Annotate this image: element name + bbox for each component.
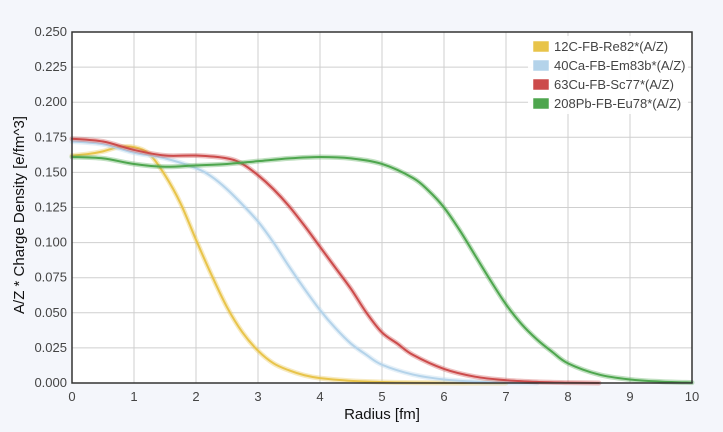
series-line-0 bbox=[71, 145, 507, 385]
legend-swatch-2 bbox=[532, 78, 550, 91]
y-tick-label: 0.200 bbox=[34, 94, 67, 109]
x-tick-label: 3 bbox=[254, 389, 261, 404]
x-tick-label: 8 bbox=[564, 389, 571, 404]
legend-background bbox=[528, 36, 688, 114]
x-tick-label: 10 bbox=[685, 389, 699, 404]
x-tick-label: 9 bbox=[626, 389, 633, 404]
x-tick-label: 4 bbox=[316, 389, 323, 404]
plot-frame bbox=[71, 31, 693, 384]
series-line-1 bbox=[71, 140, 538, 384]
y-tick-label: 0.025 bbox=[34, 340, 67, 355]
x-axis-ticks: 0 1 2 3 4 5 6 7 8 9 10 bbox=[68, 389, 699, 404]
series-layer bbox=[69, 136, 695, 386]
y-axis-ticks: 0.000 0.025 0.050 0.075 0.100 0.125 0.150 0.175… bbox=[34, 24, 67, 390]
x-tick-label: 5 bbox=[378, 389, 385, 404]
y-axis-title: A/Z * Charge Density [e/fm^3] bbox=[11, 116, 28, 314]
y-tick-label: 0.000 bbox=[34, 375, 67, 390]
legend-label-3: 208Pb-FB-Eu78*(A/Z) bbox=[554, 96, 681, 111]
legend-swatch-3 bbox=[532, 97, 550, 110]
y-tick-label: 0.050 bbox=[34, 305, 67, 320]
legend-label-2: 63Cu-FB-Sc77*(A/Z) bbox=[554, 77, 674, 92]
y-tick-label: 0.125 bbox=[34, 200, 67, 215]
x-tick-label: 7 bbox=[502, 389, 509, 404]
legend: 12C-FB-Re82*(A/Z) 40Ca-FB-Em83b*(A/Z) 63Cu… bbox=[528, 36, 688, 114]
legend-label-1: 40Ca-FB-Em83b*(A/Z) bbox=[554, 58, 685, 73]
x-tick-label: 2 bbox=[192, 389, 199, 404]
x-tick-label: 1 bbox=[130, 389, 137, 404]
x-tick-label: 0 bbox=[68, 389, 75, 404]
y-tick-label: 0.250 bbox=[34, 24, 67, 39]
x-tick-label: 6 bbox=[440, 389, 447, 404]
y-tick-label: 0.100 bbox=[34, 235, 67, 250]
series-line-3 bbox=[71, 155, 693, 384]
legend-label-0: 12C-FB-Re82*(A/Z) bbox=[554, 39, 668, 54]
legend-swatch-0 bbox=[532, 40, 550, 53]
y-tick-label: 0.175 bbox=[34, 129, 67, 144]
legend-swatch-1 bbox=[532, 59, 550, 72]
y-tick-label: 0.150 bbox=[34, 164, 67, 179]
x-axis-title: Radius [fm] bbox=[344, 406, 420, 423]
y-tick-label: 0.225 bbox=[34, 59, 67, 74]
series-line-2 bbox=[71, 137, 600, 384]
y-tick-label: 0.075 bbox=[34, 270, 67, 285]
